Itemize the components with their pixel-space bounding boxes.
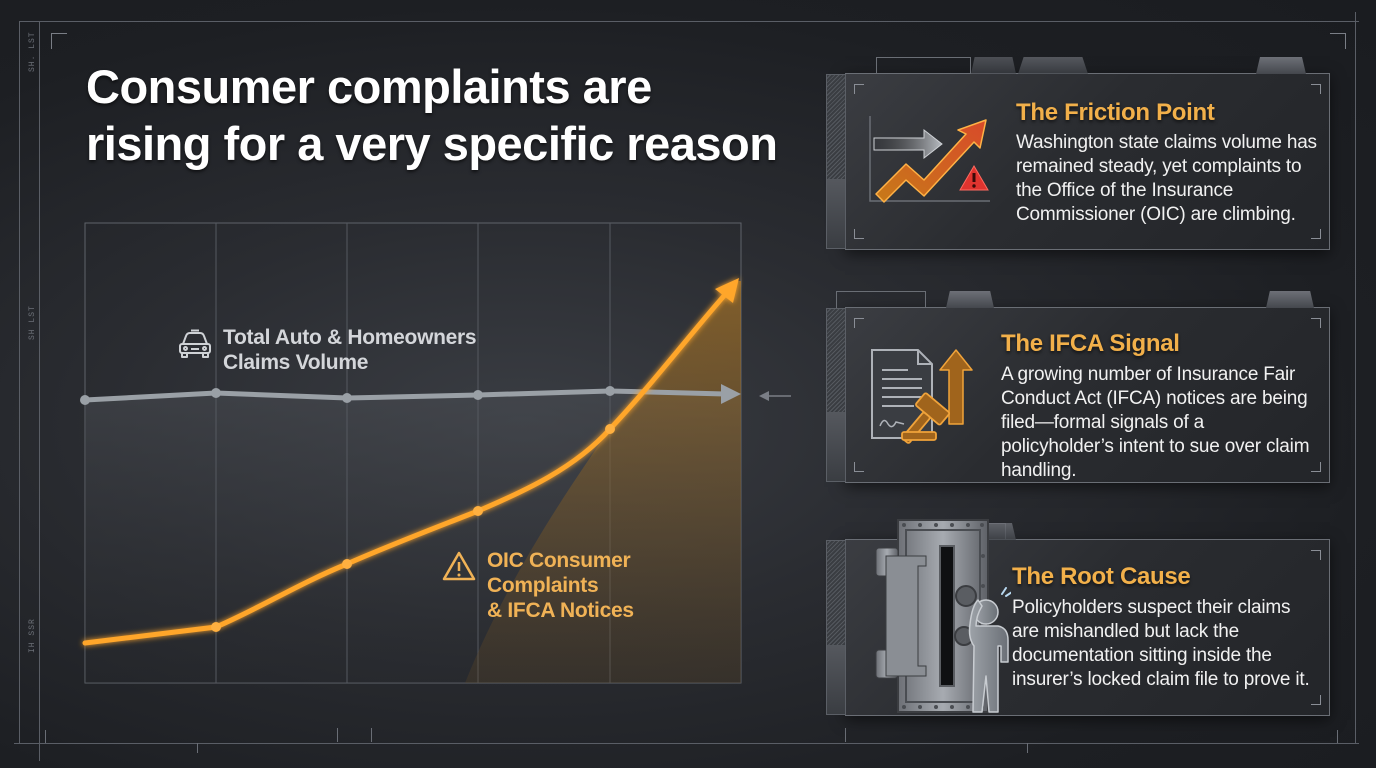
frame-tick (337, 728, 338, 742)
card-side-hatch (826, 308, 846, 482)
chart-canvas (80, 222, 791, 684)
folder-tab (946, 291, 994, 308)
card-title: The Root Cause (1012, 563, 1191, 590)
series-label-complaints-line1: OIC Consumer Complaints (487, 549, 631, 597)
card-corner (1311, 550, 1321, 560)
card-body: Washington state claims volume has remai… (1016, 132, 1317, 225)
title-line-1: Consumer complaints are (86, 60, 652, 113)
card-friction-point: The Friction Point Washington state clai… (826, 57, 1330, 250)
card-ifca-signal: The IFCA Signal A growing number of Insu… (826, 291, 1330, 483)
series-label-claims: Total Auto & Homeowners Claims Volume (223, 325, 477, 375)
frame-top (19, 21, 1359, 22)
card-body: A growing number of Insurance Fair Condu… (1001, 364, 1310, 481)
folder-tab (836, 291, 926, 308)
card-root-cause: The Root Cause Policyholders suspect the… (826, 519, 1330, 716)
series-complaints-arrowhead (715, 278, 739, 303)
frame-tick (197, 743, 198, 753)
card-body: Policyholders suspect their claims are m… (1012, 597, 1310, 690)
series-claims-line (84, 388, 726, 403)
card-corner (854, 229, 864, 239)
series-complaints-points (211, 424, 615, 632)
frame-tick (1027, 743, 1028, 753)
car-icon (179, 329, 211, 358)
frame-tick (845, 728, 846, 742)
frame-right (1355, 12, 1356, 744)
folder-tab (876, 57, 971, 74)
card-corner (854, 318, 864, 328)
locked-vault-person-icon (875, 519, 1011, 713)
card-corner (1311, 695, 1321, 705)
folder-tab (971, 57, 1016, 74)
card-side-hatch (826, 540, 846, 715)
frame-tick (1337, 730, 1338, 743)
frame-bottom (14, 743, 1359, 744)
legal-document-gavel-icon (871, 349, 973, 444)
frame-corner-tl (51, 33, 67, 49)
card-title: The IFCA Signal (1001, 330, 1180, 357)
series-label-claims-line2: Claims Volume (223, 351, 369, 374)
frame-tick (45, 730, 46, 743)
card-corner (854, 462, 864, 472)
series-claims-arrowhead (721, 384, 741, 404)
side-label: SH LST (28, 305, 37, 340)
card-side-hatch (826, 74, 846, 249)
series-label-complaints: OIC Consumer Complaints & IFCA Notices (487, 548, 741, 623)
series-label-complaints-line2: & IFCA Notices (487, 599, 634, 622)
folder-tab (1266, 291, 1314, 308)
frame-left-inner (39, 21, 40, 761)
card-title: The Friction Point (1016, 99, 1215, 126)
card-corner (1311, 462, 1321, 472)
folder-tab (1256, 57, 1306, 74)
page-title: Consumer complaints are rising for a ver… (86, 58, 778, 172)
folder-tab (1018, 57, 1088, 74)
frame-left-outer (19, 21, 20, 743)
card-corner (1311, 229, 1321, 239)
side-label: IH SSR (28, 618, 37, 653)
rising-trend-warning-icon (869, 116, 990, 203)
warning-triangle-icon (442, 551, 476, 581)
card-corner (1311, 84, 1321, 94)
series-label-claims-line1: Total Auto & Homeowners (223, 326, 477, 349)
card-corner (1311, 318, 1321, 328)
card-corner (854, 84, 864, 94)
frame-corner-tr (1330, 33, 1346, 49)
series-claims-points (80, 386, 615, 405)
frame-tick (371, 728, 372, 742)
line-chart: Total Auto & Homeowners Claims Volume OI… (80, 222, 791, 684)
title-line-2: rising for a very specific reason (86, 117, 778, 170)
side-label: SH. LST (28, 31, 37, 72)
